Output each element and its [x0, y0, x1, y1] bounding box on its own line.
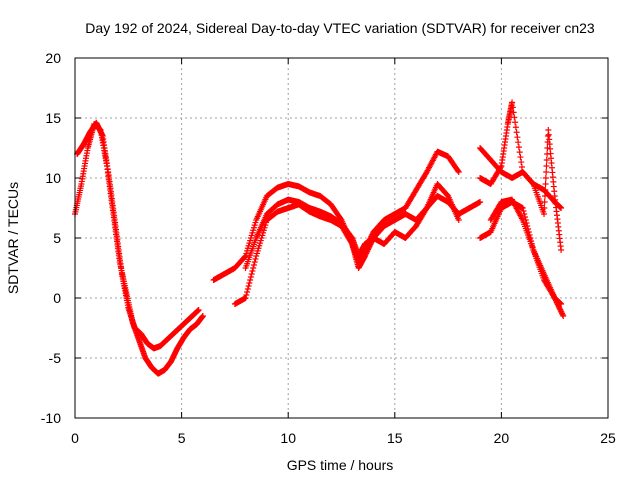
data-point-interp	[423, 206, 430, 213]
x-tick-label: 5	[178, 430, 186, 446]
data-point-interp	[543, 169, 550, 175]
data-point-interp	[541, 205, 548, 211]
data-point-interp	[454, 167, 461, 174]
data-point-interp	[517, 154, 524, 161]
data-point-interp	[244, 286, 251, 292]
plot-frame	[74, 57, 609, 419]
data-point	[558, 301, 565, 307]
data-points	[72, 99, 567, 377]
data-point-interp	[247, 274, 254, 280]
y-tick-label: 15	[45, 110, 61, 126]
data-point-interp	[520, 208, 527, 214]
data-point	[519, 205, 526, 211]
chart-title: Day 192 of 2024, Sidereal Day-to-day VTE…	[85, 20, 595, 36]
data-point-interp	[542, 175, 549, 181]
data-point-interp	[543, 157, 550, 163]
data-point	[558, 247, 565, 253]
series-track-i	[477, 127, 565, 253]
data-point-interp	[509, 104, 516, 111]
data-point	[560, 313, 567, 319]
series-track-e	[242, 181, 462, 271]
data-point	[455, 169, 462, 175]
x-tick-label: 0	[71, 430, 79, 446]
data-point-interp	[244, 289, 251, 295]
data-point-interp	[541, 193, 548, 199]
data-point-interp	[541, 199, 548, 205]
data-point-interp	[513, 129, 520, 136]
data-point-interp	[246, 280, 253, 286]
y-tick-label: 0	[53, 290, 61, 306]
data-point-interp	[245, 283, 252, 289]
x-axis-ticks: 0 5 10 15 20 25	[71, 58, 616, 446]
data-point-interp	[511, 114, 518, 121]
x-tick-label: 20	[494, 430, 510, 446]
data-point-interp	[251, 259, 258, 265]
data-point-interp	[542, 181, 549, 187]
y-tick-label: -10	[41, 410, 61, 426]
data-point-interp	[510, 109, 517, 116]
data-point	[195, 307, 202, 313]
series-track-b	[74, 119, 202, 352]
data-point-interp	[516, 149, 523, 156]
x-tick-label: 15	[387, 430, 403, 446]
y-tick-label: 5	[53, 230, 61, 246]
data-point-interp	[515, 144, 522, 151]
data-point-interp	[544, 133, 551, 139]
data-point	[509, 99, 516, 106]
data-point	[199, 313, 206, 319]
data-point-interp	[512, 124, 519, 131]
x-axis-label: GPS time / hours	[287, 457, 394, 473]
data-point-interp	[250, 262, 257, 268]
data-point-interp	[243, 292, 250, 298]
data-point-interp	[515, 139, 522, 146]
data-point-interp	[559, 311, 566, 318]
y-tick-label: 10	[45, 170, 61, 186]
y-tick-label: 20	[45, 50, 61, 66]
data-point-interp	[518, 164, 525, 171]
y-tick-label: -5	[49, 350, 62, 366]
data-point	[455, 217, 462, 223]
grid	[75, 58, 608, 418]
data-point-interp	[247, 277, 254, 283]
data-point-interp	[248, 271, 255, 277]
data-point	[558, 205, 565, 211]
y-axis-ticks: -10 -5 0 5 10 15 20	[41, 50, 608, 426]
y-axis-label: SDTVAR / TECUs	[5, 182, 21, 294]
data-point-interp	[250, 265, 257, 271]
x-tick-label: 25	[600, 430, 616, 446]
x-tick-label: 10	[280, 430, 296, 446]
data-point-interp	[252, 256, 259, 262]
data-point	[242, 295, 249, 301]
data-point	[541, 211, 548, 217]
series-track-a	[72, 121, 206, 377]
data-point	[477, 199, 484, 205]
data-point-interp	[514, 134, 521, 141]
data-point-interp	[542, 187, 549, 193]
data-point-interp	[249, 268, 256, 274]
data-point-interp	[512, 119, 519, 126]
data-point-interp	[543, 163, 550, 169]
data-point-interp	[518, 159, 525, 166]
data-point-interp	[544, 145, 551, 151]
series-track-h	[487, 196, 565, 307]
